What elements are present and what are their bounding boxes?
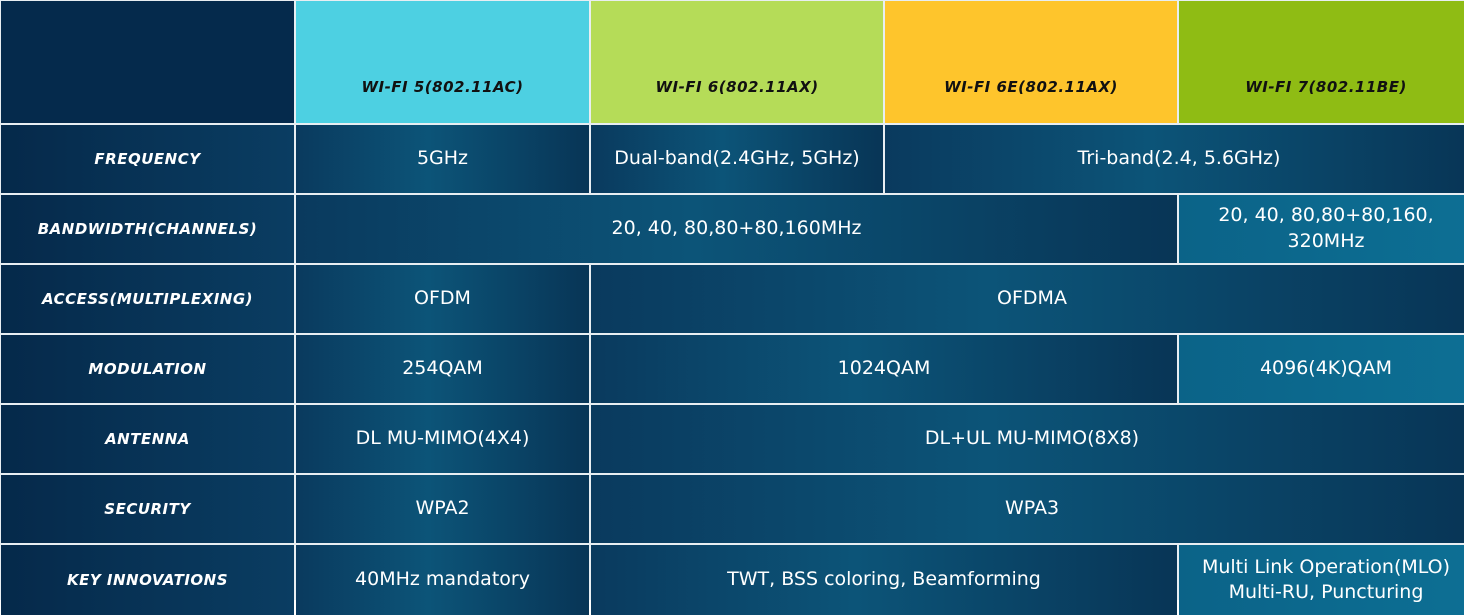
header-wifi6: Wi-Fi 6(802.11ax) — [591, 1, 883, 123]
row-label-security: Security — [1, 475, 294, 543]
cell-access-wifi6-7: OFDMA — [591, 265, 1464, 333]
header-wifi7: Wi-Fi 7(802.11be) — [1179, 1, 1464, 123]
cell-modulation-wifi7: 4096(4K)QAM — [1179, 335, 1464, 403]
corner-cell — [1, 1, 294, 123]
row-label-bandwidth: Bandwidth(Channels) — [1, 195, 294, 263]
cell-security-wifi5: WPA2 — [296, 475, 589, 543]
row-label-innovations: Key Innovations — [1, 545, 294, 615]
row-label-modulation: Modulation — [1, 335, 294, 403]
cell-access-wifi5: OFDM — [296, 265, 589, 333]
header-wifi6e: Wi-Fi 6E(802.11ax) — [885, 1, 1177, 123]
cell-frequency-wifi5: 5GHz — [296, 125, 589, 193]
cell-frequency-wifi6: Dual-band(2.4GHz, 5GHz) — [591, 125, 883, 193]
cell-security-wifi6-7: WPA3 — [591, 475, 1464, 543]
row-label-antenna: Antenna — [1, 405, 294, 473]
cell-innovations-wifi7: Multi Link Operation(MLO) Multi-RU, Punc… — [1179, 545, 1464, 615]
cell-innovations-wifi6-6e: TWT, BSS coloring, Beamforming — [591, 545, 1177, 615]
cell-bandwidth-wifi7: 20, 40, 80,80+80,160, 320MHz — [1179, 195, 1464, 263]
cell-antenna-wifi5: DL MU-MIMO(4X4) — [296, 405, 589, 473]
cell-modulation-wifi5: 254QAM — [296, 335, 589, 403]
header-wifi5: Wi-Fi 5(802.11ac) — [296, 1, 589, 123]
row-label-access: Access(Multiplexing) — [1, 265, 294, 333]
cell-antenna-wifi6-7: DL+UL MU-MIMO(8X8) — [591, 405, 1464, 473]
cell-innovations-wifi5: 40MHz mandatory — [296, 545, 589, 615]
cell-modulation-wifi6-6e: 1024QAM — [591, 335, 1177, 403]
cell-frequency-wifi6e-7: Tri-band(2.4, 5.6GHz) — [885, 125, 1464, 193]
row-label-frequency: Frequency — [1, 125, 294, 193]
cell-bandwidth-wifi5-6e: 20, 40, 80,80+80,160MHz — [296, 195, 1177, 263]
